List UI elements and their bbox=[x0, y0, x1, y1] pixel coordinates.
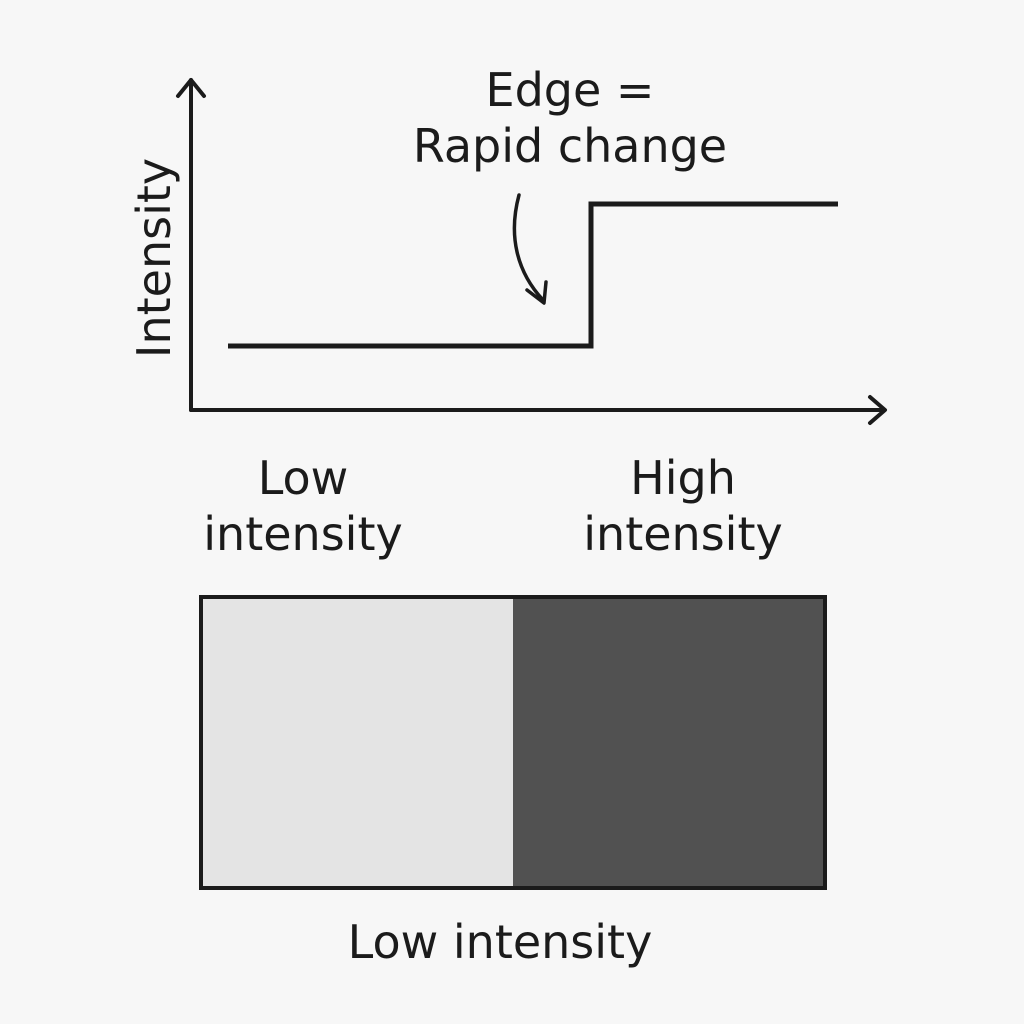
intensity-strip-border bbox=[199, 595, 827, 890]
low-intensity-label: Low intensity bbox=[188, 450, 418, 562]
x-axis-arrowhead bbox=[868, 395, 887, 425]
high-intensity-label: High intensity bbox=[568, 450, 798, 562]
edge-pointer-arrowhead bbox=[525, 280, 548, 305]
high-intensity-label-line2: intensity bbox=[583, 507, 783, 561]
dark-region bbox=[513, 597, 825, 888]
y-axis-arrowhead bbox=[176, 78, 206, 98]
light-region bbox=[201, 597, 513, 888]
edge-callout: Edge = Rapid change bbox=[390, 62, 750, 174]
high-intensity-label-line1: High bbox=[630, 451, 736, 505]
edge-callout-line1: Edge = bbox=[485, 63, 655, 117]
low-intensity-label-line2: intensity bbox=[203, 507, 403, 561]
y-axis-label: Intensity bbox=[127, 157, 181, 359]
step-signal-line bbox=[228, 201, 838, 349]
edge-pointer-arrow bbox=[512, 193, 545, 302]
edge-callout-line2: Rapid change bbox=[412, 119, 728, 173]
low-intensity-label-line1: Low bbox=[257, 451, 349, 505]
bottom-intensity-label: Low intensity bbox=[347, 915, 653, 969]
